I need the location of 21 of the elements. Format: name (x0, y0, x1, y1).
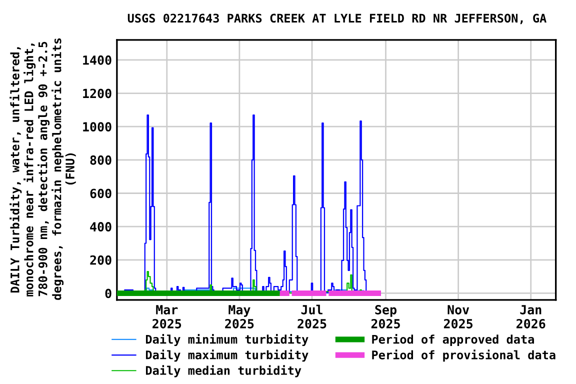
y-tick-label: 1000 (83, 122, 112, 132)
y-tick-label: 0 (105, 288, 112, 298)
y-tick-label: 1400 (83, 55, 112, 65)
chart-title: USGS 02217643 PARKS CREEK AT LYLE FIELD RD NR JEFFERSON, GA (128, 14, 546, 24)
legend-label: Period of provisional data (372, 350, 556, 362)
x-tick-label: May 2025 (225, 305, 254, 328)
legend-label: Daily minimum turbidity (146, 334, 308, 346)
y-tick-label: 800 (90, 155, 112, 165)
y-tick-label: 1200 (83, 88, 112, 98)
x-tick-label: Jan 2026 (516, 305, 546, 328)
x-tick-label: Jul 2025 (298, 304, 326, 328)
legend-label: Daily median turbidity (146, 365, 302, 378)
x-tick-label: Sep 2025 (371, 304, 400, 328)
y-tick-label: 200 (90, 255, 112, 265)
x-tick-label: Mar 2025 (152, 305, 182, 328)
x-tick-label: Nov 2025 (444, 305, 473, 328)
legend-label: Daily maximum turbidity (146, 350, 308, 362)
y-tick-label: 600 (90, 188, 112, 198)
y-tick-label: 400 (90, 222, 112, 232)
legend-label: Period of approved data (372, 334, 534, 346)
y-axis-title: DAILY Turbidity, water, unfiltered, monochrome near infra-red LED light, 780-900 nm, detection angle 90 +-2.5 degrees, formazin nephelometric units (FNU) (10, 38, 76, 300)
